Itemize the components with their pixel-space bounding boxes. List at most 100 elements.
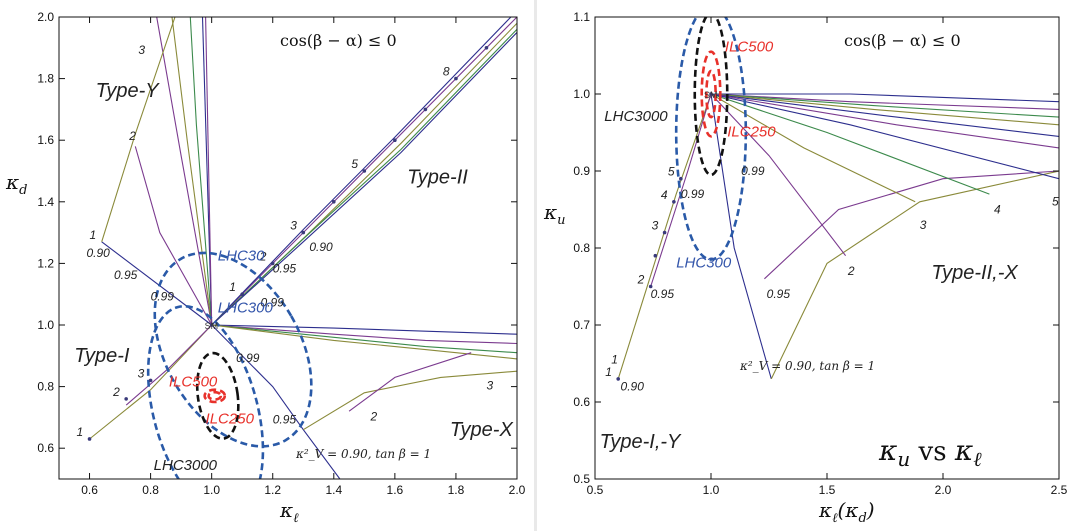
series-line-21 — [89, 324, 213, 440]
marker-point-3 — [270, 261, 275, 266]
contour-label-ilc500: ILC500 — [725, 39, 774, 56]
series-line-3 — [211, 22, 517, 326]
marker-point-7 — [653, 253, 658, 258]
series-line-14 — [617, 93, 712, 380]
panel-separator — [534, 0, 537, 531]
series-line-3 — [710, 93, 1059, 118]
contour-value-label: 0.95 — [767, 287, 791, 301]
marker-point-7 — [332, 200, 336, 204]
left-chart-panel: SM 1 2 3 5 8 1 2 3 3 2 1 0.90 0.95 0.99 0.99 0.95 0.90 0.9… — [0, 0, 532, 531]
contour-label-lhc300: LHC300 — [676, 254, 732, 271]
contour-value-label: 2 — [128, 129, 136, 143]
y-tick-label: 0.8 — [37, 380, 54, 394]
series-line-4 — [710, 93, 1059, 126]
contour-ilc250 — [207, 390, 223, 401]
contour-label-ilc250: ILC250 — [727, 123, 776, 140]
marker-label: 8 — [443, 65, 450, 79]
plot-frame — [594, 16, 1060, 480]
marker-point-9 — [423, 107, 428, 112]
x-tick-label: 2.5 — [1051, 483, 1068, 497]
marker-point-11 — [87, 437, 92, 441]
marker-point-2 — [240, 292, 244, 297]
x-tick-label: 2.0 — [935, 483, 952, 497]
contour-value-label: 3 — [138, 43, 145, 57]
marker-label: 1 — [77, 425, 84, 439]
contour-value-label: 0.99 — [681, 187, 705, 201]
contour-label-ilc500: ILC500 — [169, 374, 218, 391]
series-line-12 — [101, 17, 176, 242]
contour-value-label: 0.99 — [741, 164, 765, 178]
series-line-16 — [211, 324, 517, 354]
series-line-13 — [134, 146, 213, 326]
contour-value-label: 0.95 — [651, 287, 675, 301]
region-label: Type-X — [450, 419, 514, 441]
marker-point-6 — [454, 76, 458, 81]
region-label: Type-I — [74, 345, 130, 367]
y-tick-label: 1.6 — [37, 133, 54, 147]
chart-big-title: κu vs κℓ — [878, 434, 982, 471]
y-tick-label: 0.9 — [573, 164, 590, 178]
x-tick-label: 1.4 — [325, 483, 342, 497]
y-axis-label: κu — [543, 200, 566, 228]
y-tick-label: 1.2 — [37, 256, 54, 270]
marker-label: 2 — [637, 273, 645, 287]
y-tick-label: 1.8 — [37, 72, 54, 86]
marker-label: 1 — [229, 280, 236, 294]
contour-lhc300 — [674, 17, 748, 261]
y-axis-label: κd — [5, 170, 27, 198]
contour-value-label: 0.90 — [86, 246, 110, 260]
x-tick-label: 1.2 — [264, 483, 281, 497]
marker-label: 3 — [652, 219, 659, 233]
contour-value-label: 4 — [994, 202, 1001, 216]
series-line-8 — [189, 17, 213, 326]
y-tick-label: 1.1 — [573, 10, 590, 24]
x-axis-label: κℓ(κd) — [818, 498, 875, 526]
series-line-7 — [710, 93, 772, 380]
series-line-15 — [650, 93, 712, 287]
contour-value-label: 0.95 — [273, 413, 297, 427]
marker-point-13 — [148, 378, 153, 383]
marker-point-3 — [648, 284, 653, 289]
marker-point-2 — [616, 377, 620, 381]
region-label: Type-I,-Y — [600, 431, 682, 453]
series-line-13 — [710, 93, 1059, 180]
marker-label: 5 — [351, 157, 358, 171]
condition-label: cos(β − α) ≤ 0 — [844, 31, 961, 50]
contour-value-label: 0.95 — [114, 268, 138, 282]
contour-value-label: 0.90 — [309, 240, 333, 254]
contour-ilc500 — [700, 50, 722, 138]
contour-value-label: 1 — [611, 353, 618, 367]
contour-lhc300 — [146, 304, 265, 479]
marker-label: 2 — [259, 249, 267, 263]
series-line-9 — [764, 170, 1059, 280]
region-label: Type-II,-X — [931, 262, 1018, 284]
contour-value-label: 0.95 — [273, 262, 297, 276]
series-line-6 — [710, 93, 1059, 149]
series-line-5 — [710, 93, 1059, 137]
marker-label: 4 — [661, 188, 668, 202]
x-tick-label: 1.6 — [387, 483, 404, 497]
marker-point-5 — [362, 169, 367, 173]
series-line-10 — [205, 17, 213, 326]
condition-label: cos(β − α) ≤ 0 — [280, 31, 397, 50]
series-line-7 — [171, 17, 213, 326]
series-line-18 — [211, 324, 341, 479]
contour-label-lhc3000: LHC3000 — [604, 108, 668, 125]
series-line-20 — [348, 352, 472, 412]
y-tick-label: 1.0 — [37, 318, 54, 332]
plot-area — [616, 17, 1059, 381]
contour-value-label: 0.90 — [621, 379, 645, 393]
contour-label-lhc30: LHC30 — [218, 247, 265, 264]
contour-value-label: 3 — [920, 218, 927, 232]
marker-point-1 — [709, 92, 713, 96]
series-line-1 — [711, 93, 1059, 103]
y-tick-label: 1.4 — [37, 195, 54, 209]
series-line-2 — [710, 93, 1059, 110]
contour-lhc3000 — [195, 351, 240, 440]
marker-point-4 — [662, 230, 667, 235]
marker-point-1 — [209, 323, 214, 327]
x-tick-label: 1.8 — [448, 483, 465, 497]
contour-value-label: 3 — [486, 379, 493, 393]
series-line-11 — [101, 241, 213, 326]
y-tick-label: 0.6 — [573, 395, 590, 409]
